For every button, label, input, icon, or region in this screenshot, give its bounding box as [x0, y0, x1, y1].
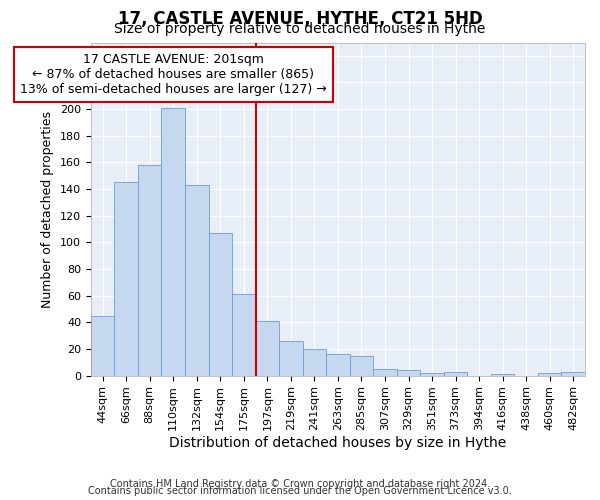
Bar [279, 341, 302, 376]
X-axis label: Distribution of detached houses by size in Hythe: Distribution of detached houses by size … [169, 436, 506, 450]
Bar [350, 356, 373, 376]
Bar [161, 108, 185, 376]
Bar [91, 316, 115, 376]
Bar [397, 370, 420, 376]
Bar [209, 233, 232, 376]
Text: Contains public sector information licensed under the Open Government Licence v3: Contains public sector information licen… [88, 486, 512, 496]
Text: 17, CASTLE AVENUE, HYTHE, CT21 5HD: 17, CASTLE AVENUE, HYTHE, CT21 5HD [118, 10, 482, 28]
Bar [326, 354, 350, 376]
Bar [562, 372, 585, 376]
Bar [138, 165, 161, 376]
Bar [185, 185, 209, 376]
Text: Size of property relative to detached houses in Hythe: Size of property relative to detached ho… [115, 22, 485, 36]
Bar [302, 349, 326, 376]
Bar [538, 373, 562, 376]
Text: 17 CASTLE AVENUE: 201sqm
← 87% of detached houses are smaller (865)
13% of semi-: 17 CASTLE AVENUE: 201sqm ← 87% of detach… [20, 53, 326, 96]
Bar [420, 373, 444, 376]
Bar [232, 294, 256, 376]
Text: Contains HM Land Registry data © Crown copyright and database right 2024.: Contains HM Land Registry data © Crown c… [110, 479, 490, 489]
Y-axis label: Number of detached properties: Number of detached properties [41, 110, 55, 308]
Bar [373, 369, 397, 376]
Bar [115, 182, 138, 376]
Bar [256, 321, 279, 376]
Bar [491, 374, 514, 376]
Bar [444, 372, 467, 376]
